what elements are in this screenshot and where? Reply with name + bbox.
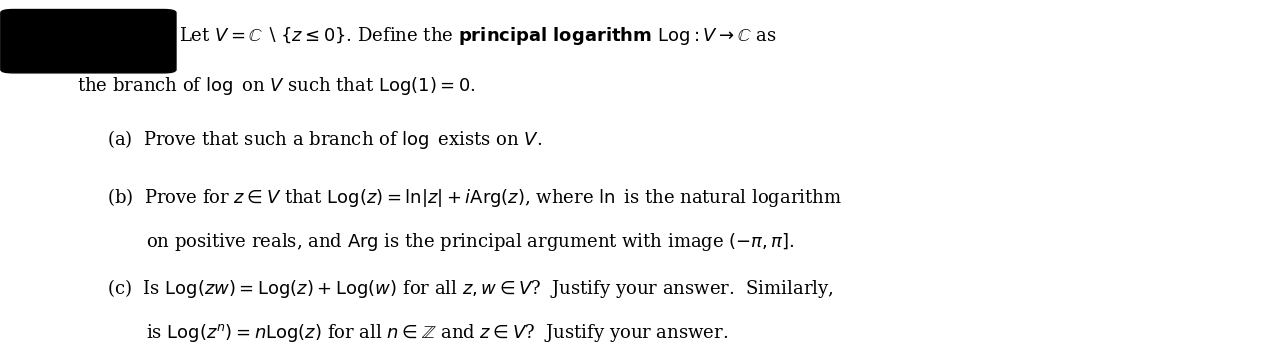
Text: (b)  Prove for $z \in V$ that $\mathrm{Log}(z) = \ln|z| + i\mathrm{Arg}(z)$, whe: (b) Prove for $z \in V$ that $\mathrm{Lo… bbox=[107, 186, 842, 209]
Text: (a)  Prove that such a branch of $\log$ exists on $V$.: (a) Prove that such a branch of $\log$ e… bbox=[107, 128, 543, 151]
Text: the branch of $\log$ on $V$ such that $\mathrm{Log}(1) = 0$.: the branch of $\log$ on $V$ such that $\… bbox=[76, 75, 476, 97]
Text: is $\mathrm{Log}(z^n) = n\mathrm{Log}(z)$ for all $n \in \mathbb{Z}$ and $z \in : is $\mathrm{Log}(z^n) = n\mathrm{Log}(z)… bbox=[145, 322, 727, 344]
FancyBboxPatch shape bbox=[1, 10, 176, 73]
Text: on positive reals, and $\mathrm{Arg}$ is the principal argument with image $(-\p: on positive reals, and $\mathrm{Arg}$ is… bbox=[145, 231, 795, 253]
Text: (c)  Is $\mathrm{Log}(zw) = \mathrm{Log}(z) + \mathrm{Log}(w)$ for all $z, w \in: (c) Is $\mathrm{Log}(zw) = \mathrm{Log}(… bbox=[107, 278, 834, 300]
Text: Let $V = \mathbb{C} \setminus \{z \leq 0\}$. Define the $\mathbf{principal\ loga: Let $V = \mathbb{C} \setminus \{z \leq 0… bbox=[178, 24, 776, 46]
